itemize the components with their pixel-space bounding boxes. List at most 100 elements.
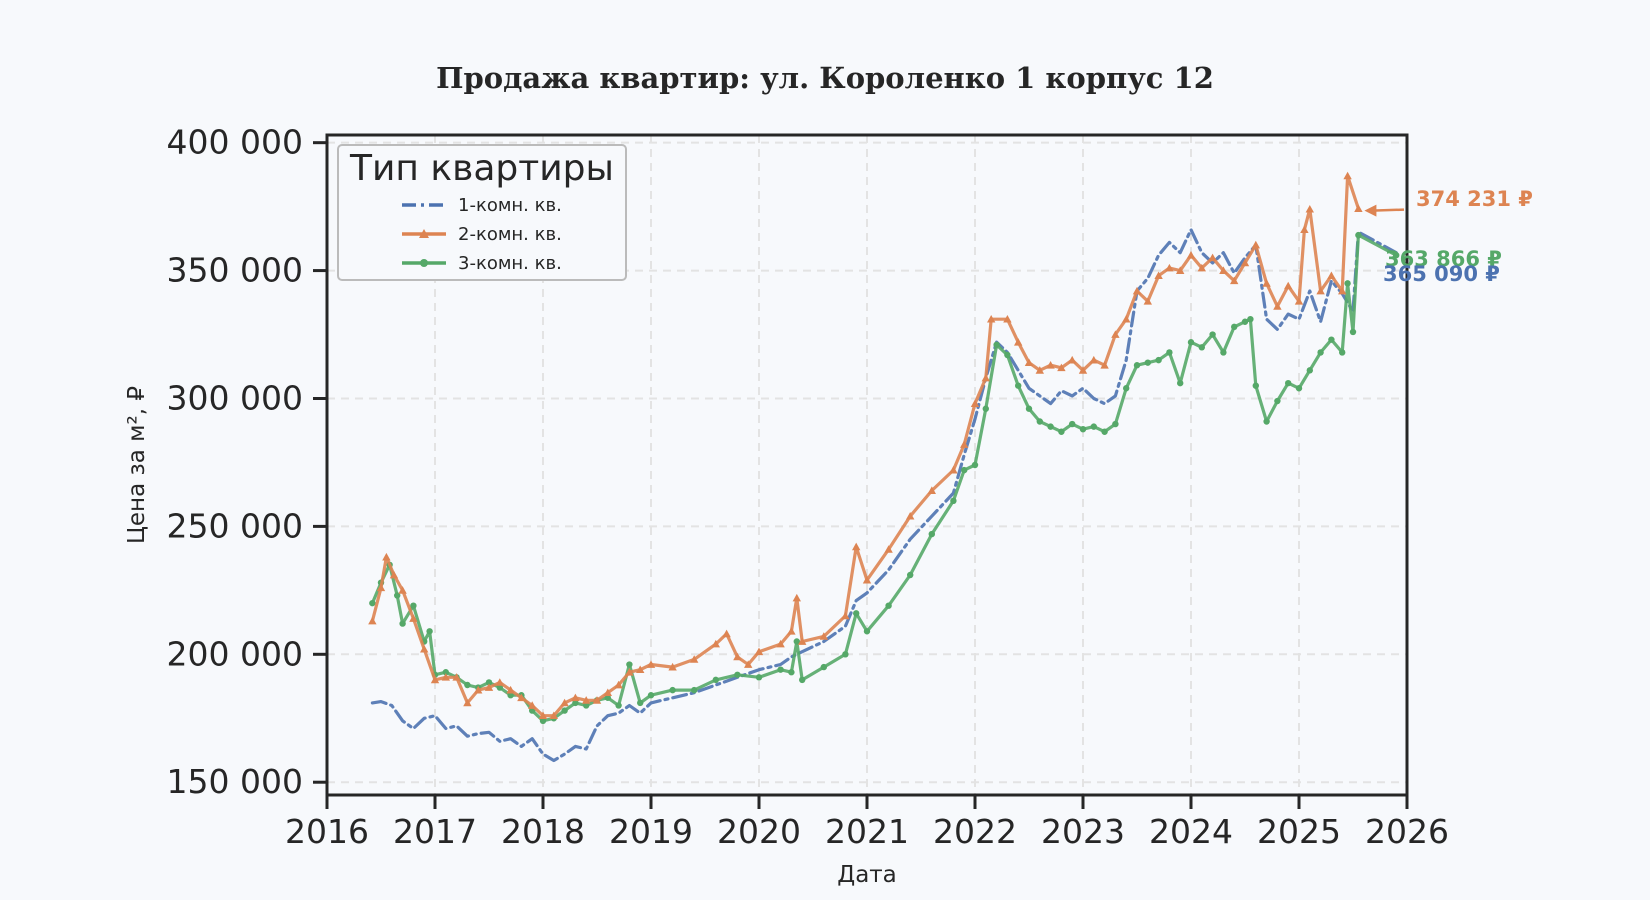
legend-marker <box>420 259 428 267</box>
series-marker <box>507 692 514 699</box>
series-marker <box>906 511 915 520</box>
series-marker <box>950 497 957 505</box>
series-marker <box>1101 428 1108 435</box>
series-marker <box>1273 302 1282 310</box>
series-marker <box>506 685 515 694</box>
series-marker <box>528 701 537 709</box>
series-marker <box>1003 314 1012 323</box>
series-marker <box>777 666 784 673</box>
series-marker <box>409 614 418 622</box>
series-marker <box>798 637 807 645</box>
series-marker <box>1197 263 1206 272</box>
series-marker <box>539 717 547 725</box>
series-marker <box>368 616 377 625</box>
series-marker <box>1166 349 1173 356</box>
series-marker <box>1187 339 1195 346</box>
series-marker <box>733 652 742 661</box>
x-tick-label: 2020 <box>717 812 801 851</box>
series-marker <box>1317 349 1324 356</box>
legend-label-2: 2-комн. кв. <box>458 224 562 245</box>
series-marker <box>993 341 1000 348</box>
series-marker <box>603 688 612 697</box>
series-marker <box>841 611 850 620</box>
series-marker <box>712 676 719 684</box>
x-tick-label: 2018 <box>501 812 585 851</box>
series-marker <box>1198 344 1206 351</box>
series-marker <box>722 629 731 638</box>
series-marker <box>820 663 827 671</box>
series-marker <box>626 661 633 668</box>
series-line-3 <box>370 233 1398 723</box>
series-marker <box>572 699 579 707</box>
x-axis-label: Дата <box>837 862 897 888</box>
series-marker <box>668 662 677 671</box>
series-marker <box>1209 331 1216 338</box>
series-marker <box>369 599 376 607</box>
series-marker <box>1240 258 1250 267</box>
series-marker <box>690 655 699 663</box>
series-marker <box>971 461 979 469</box>
series-marker <box>799 676 806 684</box>
series-marker <box>862 575 872 584</box>
series-marker <box>788 669 795 676</box>
series-marker <box>420 644 429 653</box>
series-marker <box>754 647 764 656</box>
series-marker <box>604 694 611 701</box>
series-marker <box>560 698 569 707</box>
end-label-3-rooms: 363 866 ₽ <box>1385 247 1502 271</box>
series-marker <box>452 673 461 681</box>
series-marker <box>376 583 386 592</box>
series-marker <box>398 586 407 594</box>
legend-label-1: 1-комн. кв. <box>458 195 562 216</box>
series-marker <box>1343 171 1352 180</box>
series-marker <box>442 669 449 676</box>
series-marker <box>426 628 433 635</box>
series-marker <box>1349 328 1357 336</box>
x-tick-label: 2023 <box>1041 812 1125 851</box>
series-marker <box>1338 286 1347 295</box>
series-marker <box>430 675 440 684</box>
series-marker <box>1132 286 1142 295</box>
series-marker <box>793 638 800 645</box>
series-marker <box>842 651 849 658</box>
y-tick-label: 400 000 <box>167 123 303 162</box>
series-line-1 <box>370 228 1398 763</box>
end-label-1-room: 365 090 ₽ <box>1383 262 1500 286</box>
series-marker <box>389 570 399 579</box>
x-tick-label: 2024 <box>1149 812 1233 851</box>
series-marker <box>711 639 720 648</box>
series-marker <box>863 628 871 635</box>
series-marker <box>852 542 861 551</box>
plot-area <box>368 171 1400 763</box>
series-marker <box>1112 420 1119 428</box>
series-marker <box>734 671 741 678</box>
series-marker <box>637 699 644 707</box>
x-tick-label: 2017 <box>393 812 477 851</box>
series-marker <box>884 545 893 553</box>
annotation-arrowhead <box>1364 204 1377 217</box>
series-marker <box>495 678 504 686</box>
series-marker <box>1284 281 1293 290</box>
legend: Тип квартиры 1-комн. кв. 2-комн. кв. 3-ком… <box>337 144 627 281</box>
series-marker <box>549 711 558 720</box>
series-marker <box>1133 362 1141 369</box>
series-marker <box>1263 418 1270 425</box>
series-marker <box>819 632 828 640</box>
series-marker <box>517 693 526 702</box>
series-marker <box>485 679 493 686</box>
series-marker <box>1285 379 1292 387</box>
x-axis: 2016 2017 2018 2019 2020 2021 2022 2023 2024 2025… <box>285 795 1449 851</box>
series-marker <box>571 693 580 702</box>
series-marker <box>1111 330 1120 338</box>
series-marker <box>1143 297 1152 305</box>
y-tick-label: 250 000 <box>167 506 303 545</box>
series-marker <box>1274 397 1281 405</box>
series-marker <box>982 405 989 412</box>
series-marker <box>1327 271 1336 280</box>
legend-title: Тип квартиры <box>349 148 614 189</box>
x-tick-label: 2019 <box>609 812 693 851</box>
series-marker <box>1035 366 1044 374</box>
y-axis: 150 000 200 000 250 000 300 000 350 000 400 0… <box>167 123 327 801</box>
series-marker <box>1241 318 1249 325</box>
series-marker <box>970 399 980 407</box>
